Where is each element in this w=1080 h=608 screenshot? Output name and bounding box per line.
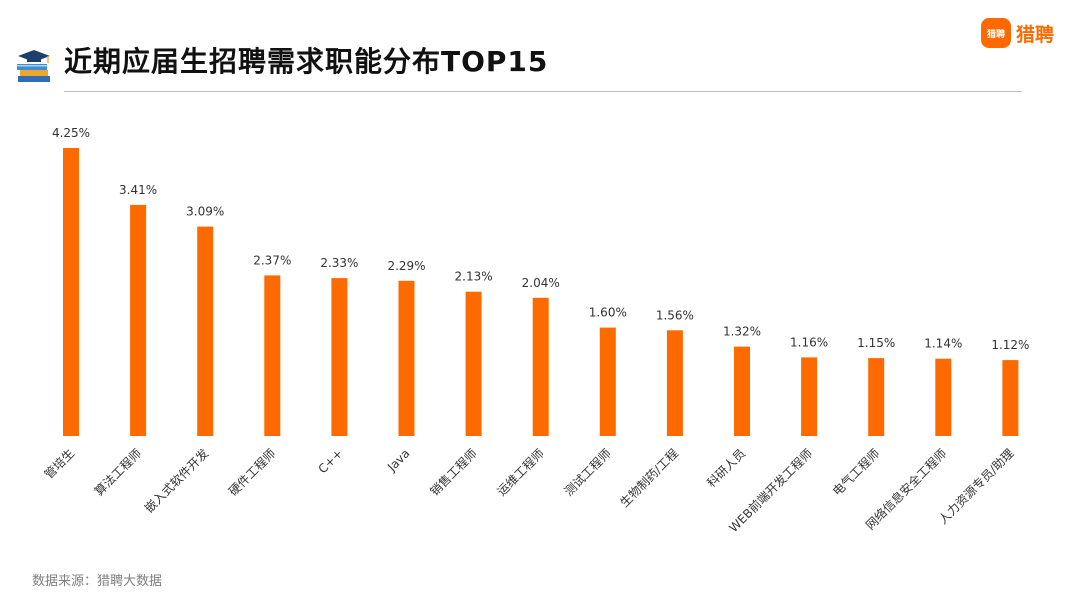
brand-text: 猎聘	[1016, 23, 1055, 46]
source-note: 数据来源：猎聘大数据	[32, 574, 163, 589]
category-label: 生物制药/工程	[617, 446, 681, 510]
bar-2	[130, 204, 147, 436]
page-title: 近期应届生招聘需求职能分布TOP15	[64, 45, 549, 78]
value-label: 3.41%	[119, 183, 157, 197]
value-label: 1.14%	[924, 337, 962, 351]
bar-13	[868, 358, 885, 436]
category-label: 嵌入式软件开发	[141, 446, 211, 516]
category-label: 管培生	[41, 446, 77, 482]
value-label: 4.25%	[52, 126, 90, 140]
value-label: 2.37%	[253, 253, 291, 267]
bar-10	[666, 330, 683, 436]
category-label: 电气工程师	[829, 446, 882, 499]
bar-12	[801, 357, 818, 436]
category-label: Java	[384, 446, 413, 475]
bar-3	[197, 226, 214, 436]
bar-14	[935, 358, 952, 436]
value-label: 1.56%	[656, 308, 694, 322]
value-label: 2.33%	[320, 256, 358, 270]
category-label: 硬件工程师	[225, 446, 278, 499]
value-label: 1.16%	[790, 335, 828, 349]
bar-1	[63, 148, 79, 436]
bar-7	[465, 291, 482, 436]
value-label: 2.04%	[522, 276, 560, 290]
brand-logo: 猎聘 猎聘	[981, 18, 1054, 48]
bar-8	[532, 297, 549, 436]
bar-9	[599, 327, 616, 436]
value-label: 1.15%	[857, 336, 895, 350]
value-label: 1.12%	[991, 338, 1029, 352]
category-label: 科研人员	[704, 446, 748, 490]
category-label: 运维工程师	[494, 446, 547, 499]
category-label: C++	[315, 446, 345, 476]
category-label: 算法工程师	[91, 446, 144, 499]
value-label: 3.09%	[186, 205, 224, 219]
value-label: 1.60%	[589, 306, 627, 320]
bar-11	[734, 346, 750, 436]
value-label: 2.13%	[455, 270, 493, 284]
brand-mark: 猎聘	[981, 18, 1011, 48]
category-label: 销售工程师	[427, 446, 480, 499]
title-divider	[64, 91, 1022, 92]
bar-4	[264, 275, 281, 436]
value-label: 2.29%	[387, 259, 425, 273]
bar-5	[331, 278, 348, 436]
bar-15	[1002, 360, 1019, 436]
graduation-books-icon	[17, 50, 50, 82]
bar-6	[398, 280, 415, 436]
value-label: 1.32%	[723, 325, 761, 339]
category-label: 测试工程师	[561, 446, 614, 499]
